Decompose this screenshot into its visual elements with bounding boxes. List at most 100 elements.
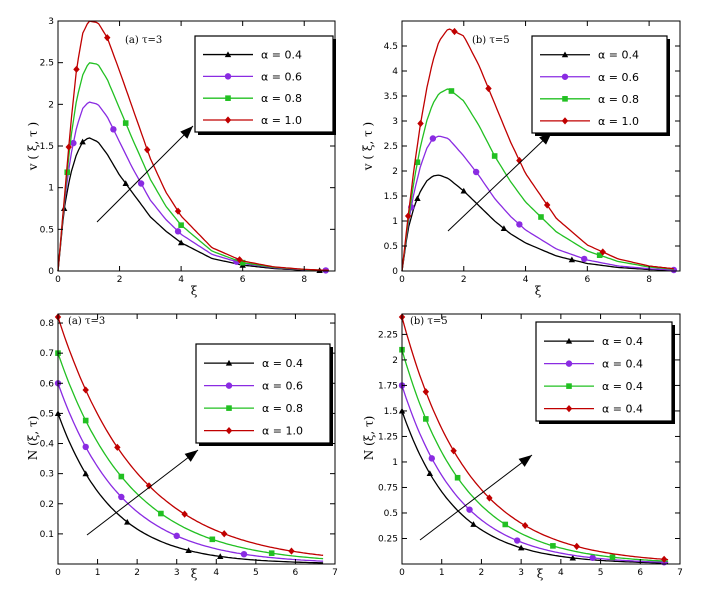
panel-annotation: (b) τ=5 [472,35,510,46]
series-1-point-2 [82,470,89,477]
series-4-point-3 [114,443,121,451]
series-line-1 [401,174,674,272]
series-3-point-3 [454,474,461,481]
series-4-point-5 [174,207,182,215]
series-line-3 [57,352,324,560]
y-tick-label: 3 [48,17,54,27]
x-axis-label: ξ [535,284,542,298]
series-2-point-4 [513,537,521,544]
legend-label-2: α = 0.4 [602,358,643,371]
series-4-point-4 [145,482,153,490]
legend-box [194,35,334,133]
series-2-point-4 [174,228,182,235]
x-tick-label: 3 [518,568,524,578]
y-tick-label: 3.5 [384,92,398,102]
x-tick-label: 0 [399,568,405,578]
series-4-point-7 [599,248,606,256]
series-line-4 [401,28,674,272]
legend-label-1: α = 0.4 [262,357,303,370]
series-2-point-3 [466,506,473,513]
series-line-2 [57,383,324,562]
y-tick-label: 2 [48,100,54,110]
legend-box [531,35,668,134]
series-3-point-4 [239,259,246,266]
series-4-point-4 [486,494,493,502]
legend-marker-4 [565,405,573,413]
series-2-point-3 [137,180,145,187]
series-2-point-5 [589,554,596,561]
y-tick-label: 1 [48,184,54,194]
series-3-point-4 [538,214,544,220]
series-2-point-6 [670,266,678,274]
series-4-point-2 [82,386,89,394]
series-line-4 [401,316,669,561]
series-line-4 [57,20,329,272]
x-tick-label: 2 [134,568,140,578]
series-3-point-5 [209,536,216,543]
y-tick-label: 0.6 [40,379,55,389]
series-3-point-6 [268,550,275,556]
series-3-point-2 [448,88,455,94]
series-4-point-5 [516,156,523,165]
series-4-point-3 [450,447,457,455]
x-axis-label: ξ [537,567,544,581]
series-line-1 [57,137,329,272]
series-4-point-6 [221,530,228,538]
series-2-point-4 [516,221,523,228]
series-4-point-3 [451,27,458,36]
series-4-point-7 [288,547,295,555]
plot-frame [57,313,336,565]
series-3-point-4 [158,510,164,517]
series-4-point-1 [404,212,412,220]
legend-marker-1 [224,51,232,58]
legend-label-3: α = 0.8 [598,93,639,106]
series-line-4 [57,316,324,556]
series-2-point-4 [173,532,180,540]
x-tick-label: 4 [523,275,529,285]
y-tick-label: 0.4 [40,440,55,450]
legend-label-4: α = 1.0 [598,115,639,128]
y-tick-label: 0.5 [40,225,54,235]
legend-marker-3 [225,95,231,101]
series-1-point-2 [79,138,86,145]
series-1-point-3 [500,225,508,232]
legend-marker-1 [225,359,233,366]
legend-marker-3 [566,383,572,389]
y-tick-label: 1.5 [384,192,398,202]
legend-marker-4 [224,116,232,124]
y-tick-label: 0 [48,267,54,277]
legend-box [195,343,331,444]
series-3-point-2 [423,416,429,422]
x-axis-label: ξ [191,567,198,581]
legend-label-2: α = 0.6 [598,71,639,84]
y-tick-label: 1.75 [378,381,398,391]
legend-label-2: α = 0.6 [262,380,303,393]
y-axis-label: v ( ξ, τ ) [361,122,375,171]
series-line-3 [401,349,669,562]
x-tick-label: 0 [55,568,61,578]
legend-label-1: α = 0.4 [261,49,302,62]
y-tick-label: 4 [392,67,398,77]
legend-marker-2 [561,73,569,80]
y-tick-label: 0.25 [378,534,398,544]
series-3-point-4 [502,521,509,528]
series-1-point-4 [177,239,185,246]
series-3-point-3 [178,222,184,228]
y-tick-label: 2.25 [378,330,398,340]
series-4-point-6 [573,542,580,550]
y-tick-label: 2 [392,167,398,177]
x-tick-label: 4 [558,568,564,578]
chart-panel-3: 0 1 2 3 4 5 6 7 0.1 0.2 0.3 0.4 0.5 0.6 0.7 0.8 ξ N (ξ, τ… [26,313,338,581]
y-axis-label: N (ξ, τ) [362,416,376,461]
trend-arrow-line [447,131,553,232]
series-3-point-5 [596,252,603,258]
y-tick-label: 1.5 [40,142,54,152]
series-line-2 [401,385,669,564]
series-2-point-1 [70,139,77,147]
series-4-point-4 [485,84,492,93]
series-1-point-3 [124,518,131,525]
trend-arrow-head [184,450,198,462]
series-2-point-5 [240,550,248,558]
series-4-point-2 [422,388,430,396]
